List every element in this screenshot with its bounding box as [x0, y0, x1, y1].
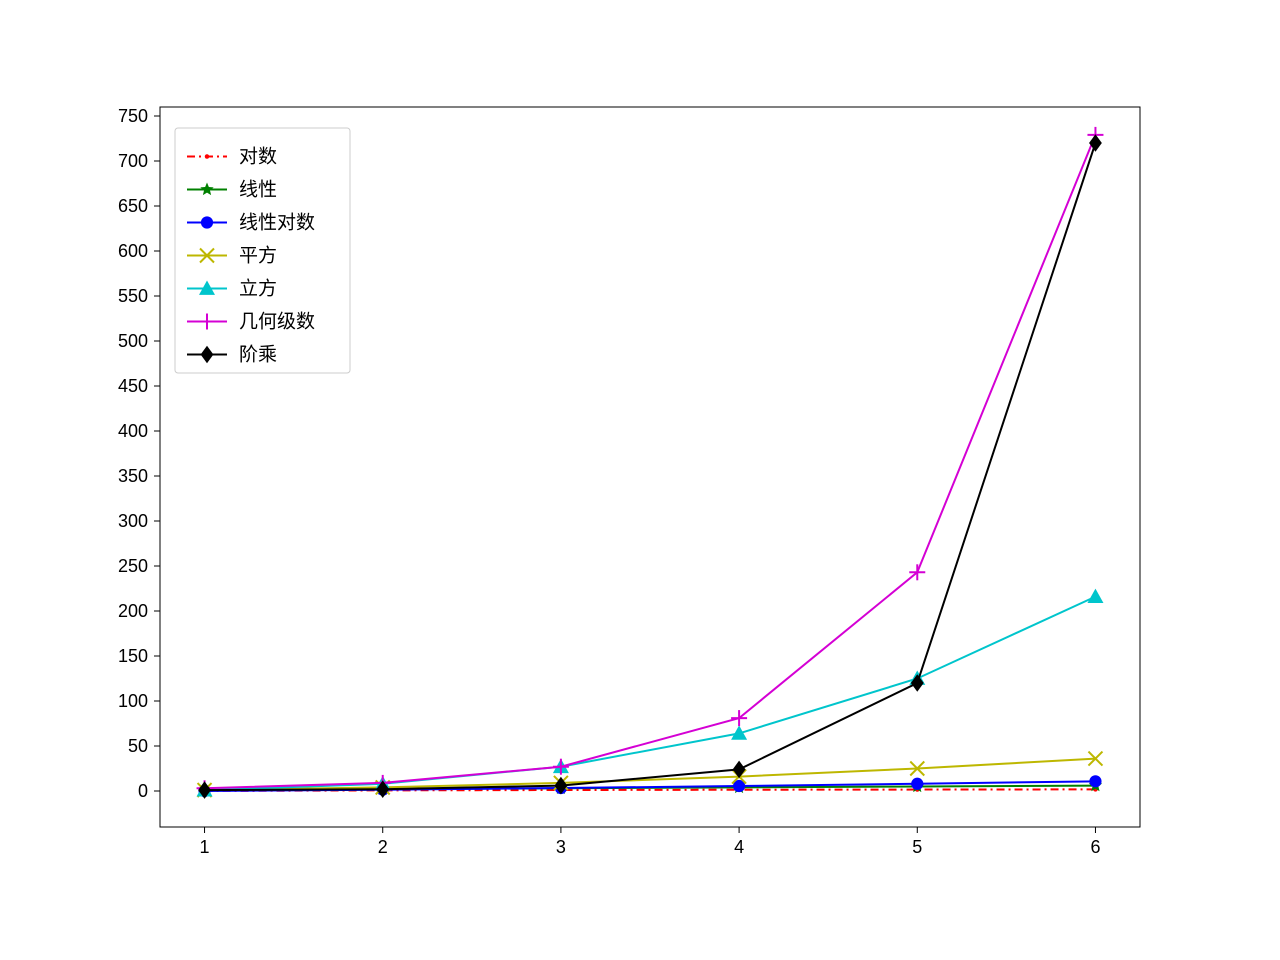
marker-circle [201, 217, 212, 228]
y-tick-label: 350 [118, 466, 148, 486]
marker-diamond [1089, 134, 1102, 152]
y-tick-label: 0 [138, 781, 148, 801]
y-tick-label: 100 [118, 691, 148, 711]
legend-label: 对数 [239, 146, 277, 168]
x-tick-label: 6 [1090, 837, 1100, 857]
marker-circle [912, 778, 923, 789]
y-tick-label: 400 [118, 421, 148, 441]
legend: 对数线性线性对数平方立方几何级数阶乘 [175, 128, 350, 373]
y-tick-label: 300 [118, 511, 148, 531]
chart-svg: 1 2 3 4 5 6 0 50 100 150 200 250 300 350 400 450 500 550 6… [0, 0, 1280, 960]
y-tick-label: 750 [118, 106, 148, 126]
legend-label: 线性对数 [239, 212, 315, 234]
chart-container: 1 2 3 4 5 6 0 50 100 150 200 250 300 350 400 450 500 550 6… [0, 0, 1280, 960]
y-tick-label: 450 [118, 376, 148, 396]
y-tick-label: 200 [118, 601, 148, 621]
y-tick-label: 550 [118, 286, 148, 306]
x-tick-label: 1 [200, 837, 210, 857]
marker-circle [1090, 776, 1101, 787]
legend-label: 平方 [239, 245, 277, 267]
y-tick-label: 250 [118, 556, 148, 576]
legend-label: 阶乘 [239, 344, 277, 366]
marker-circle [733, 780, 744, 791]
y-tick-label: 500 [118, 331, 148, 351]
legend-row: 几何级数 [187, 311, 315, 333]
marker-triangle [1087, 589, 1103, 603]
x-tick-label: 4 [734, 837, 744, 857]
series-line [205, 597, 1096, 791]
y-tick-label: 50 [128, 736, 148, 756]
legend-label: 线性 [239, 179, 277, 201]
y-tick-label: 600 [118, 241, 148, 261]
marker-dot [205, 154, 210, 159]
x-tick-label: 2 [378, 837, 388, 857]
x-tick-label: 3 [556, 837, 566, 857]
y-tick-label: 650 [118, 196, 148, 216]
legend-label: 几何级数 [239, 311, 315, 333]
x-tick-label: 5 [912, 837, 922, 857]
y-tick-label: 700 [118, 151, 148, 171]
legend-label: 立方 [239, 278, 277, 300]
y-tick-label: 150 [118, 646, 148, 666]
